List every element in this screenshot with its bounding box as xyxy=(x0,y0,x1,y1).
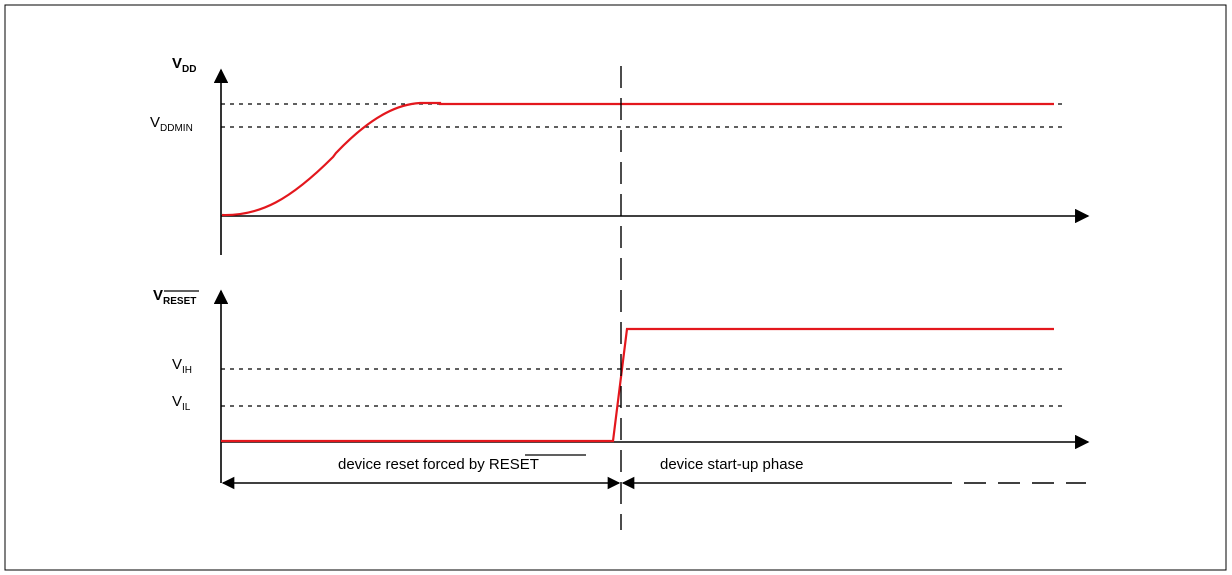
vdd-axis-label: VDD xyxy=(172,55,196,75)
reset-phase-label: device reset forced by RESET xyxy=(338,456,539,473)
vddmin-label: VDDMIN xyxy=(150,114,193,134)
vil-label: VIL xyxy=(172,393,191,413)
vdd-plot: VDD VDDMIN xyxy=(150,55,1090,255)
diagram-frame xyxy=(4,4,1227,571)
vdd-signal-curve xyxy=(221,101,1054,217)
vreset-plot: VRESET VIH VIL xyxy=(153,287,1090,483)
vreset-signal-curve xyxy=(221,327,1054,443)
startup-phase-label: device start-up phase xyxy=(660,456,803,473)
vreset-axis-label: VRESET xyxy=(153,287,196,307)
vih-label: VIH xyxy=(172,356,192,376)
phase-annotations: device reset forced by RESET device star… xyxy=(221,454,1086,490)
